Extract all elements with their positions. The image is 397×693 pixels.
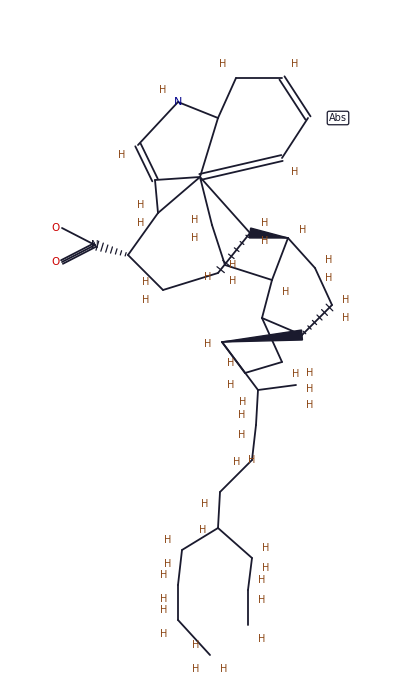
Text: H: H xyxy=(219,59,227,69)
Text: H: H xyxy=(248,455,256,465)
Text: H: H xyxy=(233,457,241,467)
Text: O: O xyxy=(51,223,59,233)
Text: H: H xyxy=(191,215,198,225)
Text: H: H xyxy=(201,499,209,509)
Text: H: H xyxy=(160,594,168,604)
Text: H: H xyxy=(137,200,145,210)
Text: H: H xyxy=(142,295,150,305)
Text: H: H xyxy=(164,559,172,569)
Text: H: H xyxy=(238,430,246,440)
Text: H: H xyxy=(204,272,212,282)
Text: H: H xyxy=(204,339,212,349)
Text: H: H xyxy=(282,287,290,297)
Text: H: H xyxy=(261,236,269,246)
Text: H: H xyxy=(227,380,235,390)
Text: N: N xyxy=(91,240,99,250)
Text: H: H xyxy=(299,225,307,235)
Text: H: H xyxy=(137,218,145,228)
Text: H: H xyxy=(306,368,314,378)
Text: H: H xyxy=(238,410,246,420)
Text: H: H xyxy=(229,260,237,270)
Text: H: H xyxy=(142,277,150,287)
Text: H: H xyxy=(261,218,269,228)
Text: H: H xyxy=(159,85,167,95)
Text: H: H xyxy=(220,664,228,674)
Text: H: H xyxy=(342,313,350,323)
Text: N: N xyxy=(174,97,182,107)
Text: H: H xyxy=(306,400,314,410)
Text: H: H xyxy=(160,629,168,639)
Text: H: H xyxy=(342,295,350,305)
Text: H: H xyxy=(160,570,168,580)
Text: H: H xyxy=(227,358,235,368)
Text: H: H xyxy=(160,605,168,615)
Text: H: H xyxy=(164,535,172,545)
Text: H: H xyxy=(199,525,207,535)
Text: H: H xyxy=(258,575,266,585)
Text: H: H xyxy=(291,167,299,177)
Polygon shape xyxy=(249,228,288,238)
Text: H: H xyxy=(258,634,266,644)
Text: H: H xyxy=(192,664,200,674)
Text: H: H xyxy=(192,640,200,650)
Text: H: H xyxy=(325,255,333,265)
Text: H: H xyxy=(239,397,247,407)
Text: H: H xyxy=(191,233,198,243)
Text: O: O xyxy=(51,257,59,267)
Text: H: H xyxy=(258,595,266,605)
Text: H: H xyxy=(325,273,333,283)
Text: Abs: Abs xyxy=(329,113,347,123)
Text: H: H xyxy=(229,276,237,286)
Text: H: H xyxy=(291,59,299,69)
Polygon shape xyxy=(222,330,303,342)
Text: H: H xyxy=(262,543,270,553)
Text: H: H xyxy=(306,384,314,394)
Text: H: H xyxy=(118,150,126,160)
Text: H: H xyxy=(262,563,270,573)
Text: H: H xyxy=(292,369,300,379)
